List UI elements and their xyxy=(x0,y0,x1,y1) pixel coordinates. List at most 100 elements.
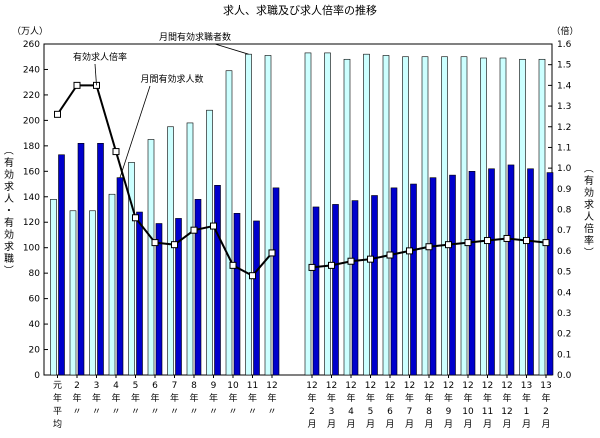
right-axis-title-char: 率 xyxy=(584,234,594,247)
ratio-point xyxy=(54,110,61,118)
bar-job-openings xyxy=(488,168,495,376)
x-category-label: 2 xyxy=(543,407,549,417)
bar-job-seekers xyxy=(128,162,135,376)
x-category-label: 月 xyxy=(541,419,550,430)
x-category-label: 年 xyxy=(385,392,394,404)
x-category-label: 月 xyxy=(346,419,355,430)
ratio-point xyxy=(171,241,178,249)
x-category-label: 年 xyxy=(189,392,198,404)
bar-job-openings xyxy=(390,187,398,376)
ratio-point xyxy=(523,237,530,245)
x-category-label: 12 xyxy=(266,381,277,391)
x-category-label: 年 xyxy=(72,392,81,404)
right-axis-title-char: （ xyxy=(582,163,594,173)
right-axis-title: （有効求人倍率） xyxy=(582,163,594,257)
x-category-label: 元 xyxy=(53,381,62,391)
left-tick-label: 60 xyxy=(29,295,41,305)
bar-job-seekers xyxy=(225,70,233,376)
ratio-point xyxy=(328,261,335,269)
x-category-label: 2 xyxy=(309,407,315,417)
right-axis-title-char: 人 xyxy=(584,211,594,223)
right-axis-title-char: ） xyxy=(582,247,594,257)
ratio-point xyxy=(132,214,139,222)
ratio-line-series xyxy=(54,81,550,280)
ratio-point xyxy=(268,249,276,257)
x-category-label: 〃 xyxy=(92,407,101,417)
x-category-label: 3 xyxy=(94,381,100,391)
x-category-label: 年 xyxy=(346,392,355,404)
x-category-label: 5 xyxy=(368,407,374,417)
bar-job-openings xyxy=(351,200,359,376)
left-unit-label: （万人） xyxy=(12,26,48,37)
left-tick-label: 80 xyxy=(29,269,41,279)
x-category-label: 5 xyxy=(133,381,139,391)
x-category-label: 12 xyxy=(326,381,337,391)
x-category-label: 年 xyxy=(502,392,511,404)
x-category-label: 年 xyxy=(131,392,140,404)
right-tick-label: 0.4 xyxy=(557,288,572,298)
left-axis-title-char: 効 xyxy=(4,168,14,181)
bar-job-openings xyxy=(116,177,124,376)
bar-job-openings xyxy=(507,164,515,376)
right-tick-label: 0.6 xyxy=(557,247,572,257)
right-tick-label: 1.5 xyxy=(557,61,571,71)
bar-job-openings xyxy=(155,223,163,376)
right-tick-label: 0.8 xyxy=(557,206,572,216)
bar-job-openings xyxy=(272,187,280,376)
bar-job-openings xyxy=(527,168,534,376)
bar-job-openings xyxy=(546,172,554,376)
annotation-leader xyxy=(214,43,249,55)
bar-job-seekers xyxy=(343,58,351,376)
bar-job-seekers xyxy=(186,122,194,376)
right-tick-label: 0.0 xyxy=(557,371,572,381)
x-category-label: 3 xyxy=(329,407,335,417)
bar-job-seekers xyxy=(304,52,312,376)
bar-job-openings xyxy=(97,143,104,376)
bar-job-openings xyxy=(77,143,85,376)
right-tick-label: 0.7 xyxy=(557,226,571,236)
x-category-label: 12 xyxy=(404,381,415,391)
ratio-point xyxy=(229,261,237,269)
annotation-label: 月間有効求職者数 xyxy=(159,31,231,43)
bar-job-seekers xyxy=(538,58,546,376)
bar-job-openings xyxy=(449,174,456,376)
x-category-label: 〃 xyxy=(248,407,257,417)
left-tick-label: 0 xyxy=(34,371,40,381)
x-category-label: 月 xyxy=(385,419,394,430)
ratio-point xyxy=(112,148,120,156)
left-axis-title-char: 効 xyxy=(4,228,14,241)
x-category-label: 年 xyxy=(366,392,375,404)
bar-job-seekers xyxy=(324,52,331,376)
x-category-label: 月 xyxy=(463,419,472,430)
x-category-label: 12 xyxy=(501,381,512,391)
right-axis-title-char: 有 xyxy=(584,174,594,187)
bar-job-seekers xyxy=(421,56,429,376)
x-category-label: 13 xyxy=(521,381,532,391)
bar-job-seekers xyxy=(363,53,370,376)
left-tick-label: 140 xyxy=(23,193,40,203)
x-category-label: 11 xyxy=(482,407,493,417)
ratio-point xyxy=(210,222,217,230)
right-tick-label: 1.3 xyxy=(557,102,571,112)
x-category-label: 年 xyxy=(424,392,433,404)
bar-job-openings xyxy=(136,211,143,376)
bar-job-openings xyxy=(468,171,476,376)
left-tick-label: 220 xyxy=(23,91,40,101)
bar-job-openings xyxy=(233,213,241,376)
bar-job-seekers xyxy=(50,199,57,376)
left-tick-label: 40 xyxy=(29,320,41,330)
left-axis-title-char: ） xyxy=(2,265,14,275)
bar-job-openings xyxy=(410,183,417,376)
annotation-leader xyxy=(119,85,151,178)
x-category-label: 月 xyxy=(327,419,336,430)
left-axis-title-char: （ xyxy=(2,145,14,155)
x-category-label: 1 xyxy=(524,407,530,417)
bar-job-seekers xyxy=(460,56,468,376)
x-category-label: 7 xyxy=(407,407,413,417)
bar-job-seekers xyxy=(382,55,390,376)
bar-job-seekers xyxy=(519,58,526,376)
bar-job-seekers xyxy=(167,126,174,376)
right-tick-label: 1.4 xyxy=(557,81,572,91)
